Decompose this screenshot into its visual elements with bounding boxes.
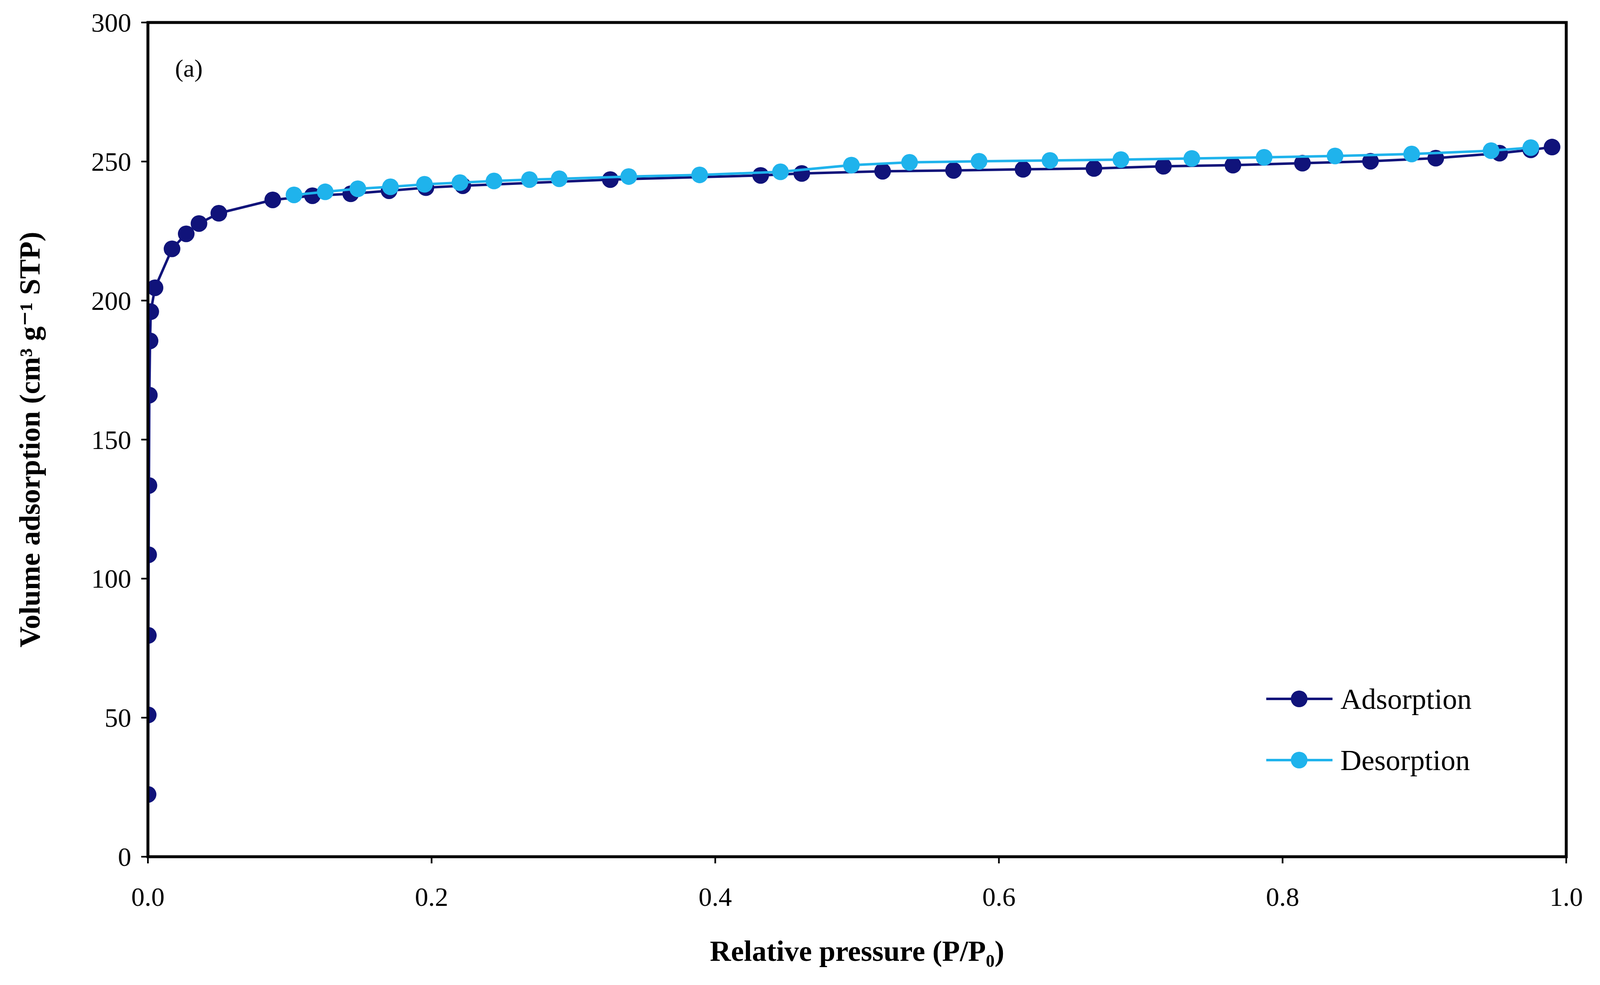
data-point bbox=[620, 168, 638, 185]
data-point bbox=[1041, 152, 1059, 169]
plot-data bbox=[147, 138, 1561, 803]
data-point bbox=[970, 152, 988, 170]
data-point bbox=[1522, 139, 1540, 156]
data-point bbox=[317, 183, 334, 201]
y-tick-label: 200 bbox=[91, 286, 132, 316]
plot-frame bbox=[147, 22, 1567, 858]
data-point bbox=[550, 170, 568, 188]
x-tick-label: 0.2 bbox=[415, 882, 449, 913]
annotation: (a) bbox=[175, 54, 203, 83]
y-tick-label: 150 bbox=[91, 425, 132, 455]
data-point bbox=[1224, 157, 1242, 174]
data-point bbox=[945, 162, 962, 179]
y-axis-label: Volume adsorption (cm³ g⁻¹ STP) bbox=[13, 231, 46, 648]
x-axis-label: Relative pressure (P/P₀) bbox=[710, 935, 1005, 968]
data-point bbox=[190, 215, 208, 233]
data-point bbox=[1326, 147, 1344, 165]
data-point bbox=[210, 205, 228, 222]
data-point bbox=[1183, 150, 1200, 167]
data-point bbox=[163, 240, 181, 258]
data-point bbox=[1155, 157, 1172, 175]
data-point bbox=[349, 180, 367, 198]
data-point bbox=[752, 167, 770, 184]
x-tick-label: 0.4 bbox=[698, 882, 733, 913]
data-point bbox=[1014, 161, 1032, 178]
y-tick-label: 300 bbox=[91, 7, 132, 38]
data-point bbox=[842, 157, 860, 174]
data-point bbox=[793, 165, 810, 183]
data-point bbox=[772, 163, 789, 181]
data-point bbox=[901, 154, 918, 171]
data-point bbox=[1543, 138, 1561, 156]
x-tick-label: 0.0 bbox=[131, 882, 165, 913]
data-point bbox=[1112, 151, 1130, 168]
series-line bbox=[147, 147, 1553, 795]
data-point bbox=[602, 171, 619, 188]
data-point bbox=[1255, 149, 1273, 166]
data-point bbox=[147, 279, 164, 297]
legend-marker bbox=[1290, 690, 1308, 708]
series-line bbox=[294, 147, 1531, 196]
chart: 0.0 0.2 0.4 0.6 0.8 1.0 0 50 100 150 200 250 300 (a) R… bbox=[0, 0, 1600, 985]
y-tick-label: 100 bbox=[91, 564, 132, 594]
x-tick-label: 1.0 bbox=[1549, 882, 1583, 913]
data-point bbox=[485, 172, 503, 190]
data-point bbox=[1403, 145, 1420, 163]
y-tick-label: 250 bbox=[91, 147, 132, 177]
y-tick-label: 50 bbox=[104, 703, 132, 733]
legend-label: Desorption bbox=[1340, 744, 1470, 777]
legend: Adsorption Desorption bbox=[1266, 683, 1472, 777]
data-point bbox=[1085, 160, 1103, 178]
data-point bbox=[691, 166, 708, 184]
data-point bbox=[382, 178, 399, 196]
data-point bbox=[416, 176, 433, 193]
data-point bbox=[147, 303, 160, 320]
data-point bbox=[147, 332, 159, 350]
y-tick-label: 0 bbox=[117, 842, 132, 873]
data-point bbox=[451, 174, 469, 192]
data-point bbox=[874, 162, 891, 180]
legend-marker bbox=[1290, 752, 1308, 769]
legend-label: Adsorption bbox=[1340, 683, 1472, 716]
data-point bbox=[1482, 142, 1500, 160]
x-tick-label: 0.6 bbox=[982, 882, 1016, 913]
data-point bbox=[147, 387, 158, 404]
data-point bbox=[285, 186, 303, 204]
data-point bbox=[521, 171, 538, 188]
x-tick-label: 0.8 bbox=[1265, 882, 1300, 913]
data-point bbox=[264, 191, 282, 209]
